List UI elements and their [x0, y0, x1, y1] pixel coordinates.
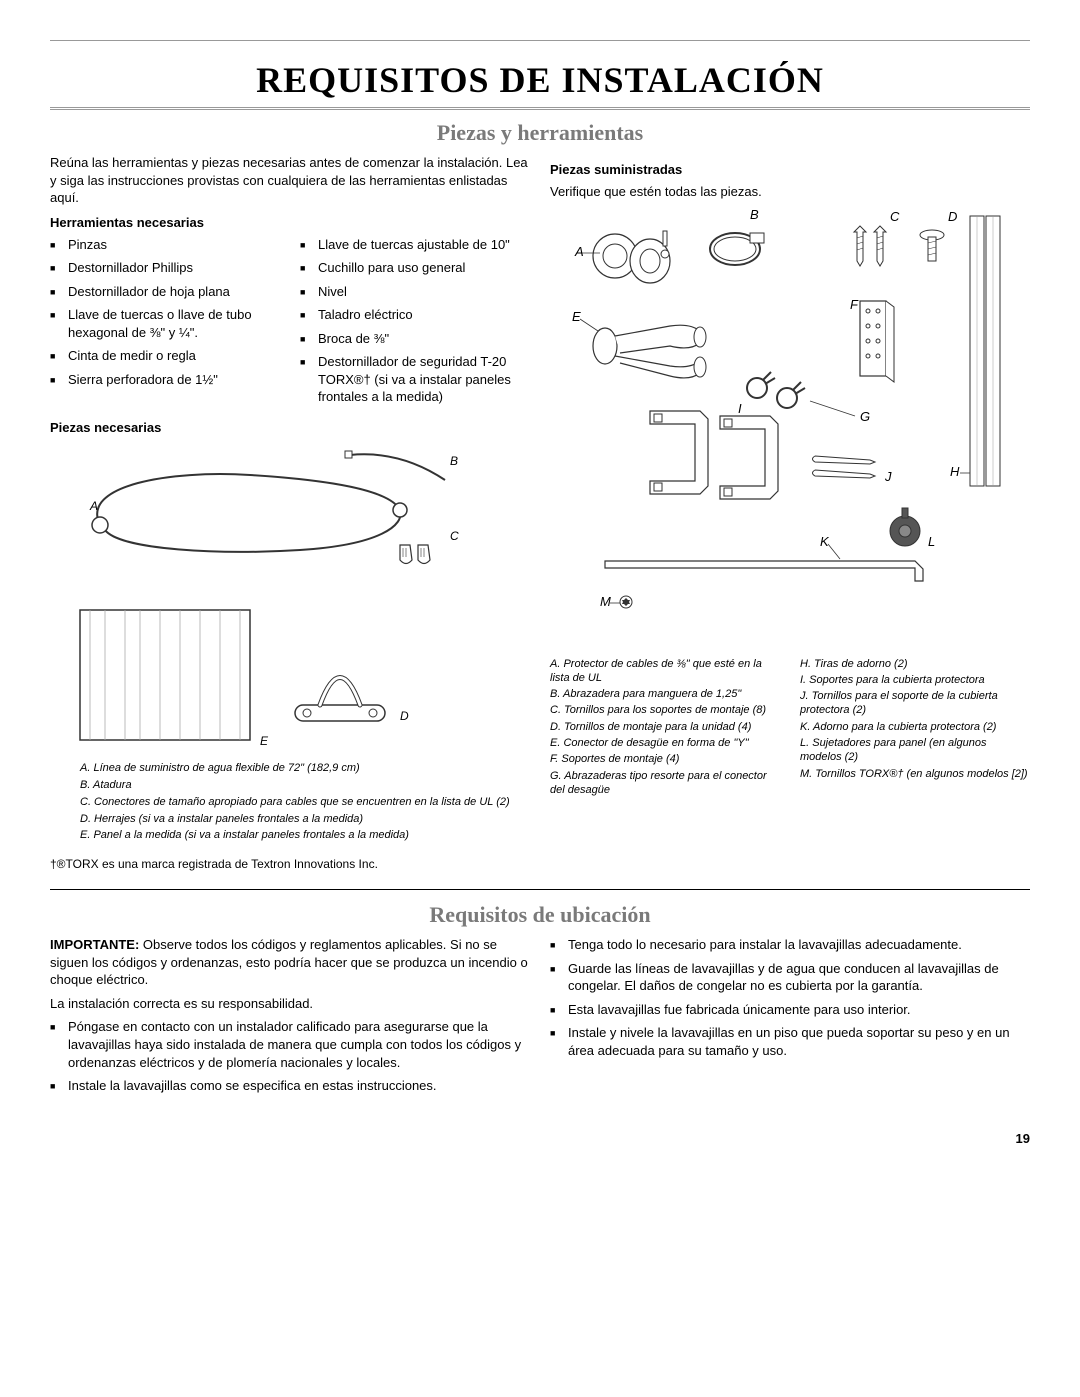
legend-item: H. Tiras de adorno (2) [800, 657, 1030, 671]
torx-footnote: †®TORX es una marca registrada de Textro… [50, 857, 530, 871]
supplied-diagram: A B [550, 201, 1030, 651]
tool-item: Cinta de medir o regla [68, 347, 280, 365]
needed-diagram: A B C [50, 445, 530, 755]
legend-item: F. Soportes de montaje (4) [550, 752, 780, 766]
supplied-legend: A. Protector de cables de ⅜" que esté en… [550, 657, 1030, 800]
tool-item: Cuchillo para uso general [318, 259, 530, 277]
legend-item: B. Atadura [80, 778, 530, 793]
tool-item: Pinzas [68, 236, 280, 254]
list-item: Guarde las líneas de lavavajillas y de a… [568, 960, 1030, 995]
svg-text:L: L [928, 534, 935, 549]
svg-text:K: K [820, 534, 830, 549]
needed-diagram-svg: A B C [50, 445, 530, 755]
svg-text:D: D [948, 209, 957, 224]
svg-text:E: E [260, 734, 269, 748]
section2-title: Requisitos de ubicación [50, 902, 1030, 928]
tool-item: Llave de tuercas o llave de tubo hexagon… [68, 306, 280, 341]
svg-text:E: E [572, 309, 581, 324]
legend-item: D. Tornillos de montaje para la unidad (… [550, 720, 780, 734]
section2-columns: IMPORTANTE: Observe todos los códigos y … [50, 936, 1030, 1100]
legend-item: L. Sujetadores para panel (en algunos mo… [800, 736, 1030, 765]
legend-item: A. Línea de suministro de agua flexible … [80, 761, 530, 776]
section2-left: IMPORTANTE: Observe todos los códigos y … [50, 936, 530, 1100]
svg-text:G: G [860, 409, 870, 424]
tool-item: Broca de ⅜" [318, 330, 530, 348]
needed-heading: Piezas necesarias [50, 420, 530, 435]
legend-item: E. Conector de desagüe en forma de "Y" [550, 736, 780, 750]
page-number: 19 [50, 1131, 1030, 1146]
legend-item: E. Panel a la medida (si va a instalar p… [80, 828, 530, 843]
legend-item: G. Abrazaderas tipo resorte para el cone… [550, 769, 780, 798]
tool-item: Destornillador Phillips [68, 259, 280, 277]
tools-list-2: Llave de tuercas ajustable de 10" Cuchil… [300, 236, 530, 412]
tool-item: Llave de tuercas ajustable de 10" [318, 236, 530, 254]
svg-text:I: I [738, 401, 742, 416]
section2-right: Tenga todo lo necesario para instalar la… [550, 936, 1030, 1100]
legend-item: D. Herrajes (si va a instalar paneles fr… [80, 812, 530, 827]
svg-text:C: C [890, 209, 900, 224]
list-item: Instale y nivele la lavavajillas en un p… [568, 1024, 1030, 1059]
legend-item: K. Adorno para la cubierta protectora (2… [800, 720, 1030, 734]
list-item: Instale la lavavajillas como se especifi… [68, 1077, 530, 1095]
rule-top [50, 40, 1030, 41]
tools-heading: Herramientas necesarias [50, 215, 530, 230]
supplied-intro: Verifique que estén todas las piezas. [550, 183, 1030, 201]
svg-text:M: M [600, 594, 611, 609]
importante-bold: IMPORTANTE: [50, 937, 139, 952]
supplied-legend-left: A. Protector de cables de ⅜" que esté en… [550, 657, 780, 800]
svg-text:A: A [89, 499, 98, 513]
svg-text:H: H [950, 464, 960, 479]
svg-text:B: B [450, 454, 458, 468]
legend-item: M. Tornillos TORX®† (en algunos modelos … [800, 767, 1030, 781]
svg-text:F: F [850, 297, 859, 312]
tool-item: Taladro eléctrico [318, 306, 530, 324]
svg-text:D: D [400, 709, 409, 723]
legend-item: A. Protector de cables de ⅜" que esté en… [550, 657, 780, 686]
section1-title: Piezas y herramientas [50, 120, 1030, 146]
list-item: Esta lavavajillas fue fabricada únicamen… [568, 1001, 1030, 1019]
tools-columns: Pinzas Destornillador Phillips Destornil… [50, 236, 530, 412]
supplied-heading: Piezas suministradas [550, 162, 1030, 177]
legend-item: B. Abrazadera para manguera de 1,25" [550, 687, 780, 701]
list-item: Tenga todo lo necesario para instalar la… [568, 936, 1030, 954]
section2-right-list: Tenga todo lo necesario para instalar la… [550, 936, 1030, 1059]
tool-item: Destornillador de hoja plana [68, 283, 280, 301]
legend-item: C. Tornillos para los soportes de montaj… [550, 703, 780, 717]
list-item: Póngase en contacto con un instalador ca… [68, 1018, 530, 1071]
tool-item: Sierra perforadora de 1½" [68, 371, 280, 389]
importante-para: IMPORTANTE: Observe todos los códigos y … [50, 936, 530, 989]
main-title: REQUISITOS DE INSTALACIÓN [50, 53, 1030, 107]
tool-item: Nivel [318, 283, 530, 301]
responsibility-text: La instalación correcta es su responsabi… [50, 995, 530, 1013]
tool-item: Destornillador de seguridad T-20 TORX®† … [318, 353, 530, 406]
section2-left-list: Póngase en contacto con un instalador ca… [50, 1018, 530, 1094]
svg-text:C: C [450, 529, 459, 543]
section-divider [50, 889, 1030, 890]
right-column: Piezas suministradas Verifique que estén… [550, 154, 1030, 871]
legend-item: I. Soportes para la cubierta protectora [800, 673, 1030, 687]
section1-columns: Reúna las herramientas y piezas necesari… [50, 154, 1030, 871]
needed-legend: A. Línea de suministro de agua flexible … [50, 761, 530, 843]
supplied-legend-right: H. Tiras de adorno (2) I. Soportes para … [800, 657, 1030, 800]
intro-text: Reúna las herramientas y piezas necesari… [50, 154, 530, 207]
svg-text:B: B [750, 207, 759, 222]
tools-list-1: Pinzas Destornillador Phillips Destornil… [50, 236, 280, 412]
svg-text:A: A [574, 244, 584, 259]
left-column: Reúna las herramientas y piezas necesari… [50, 154, 530, 871]
rule-under-title [50, 107, 1030, 110]
supplied-diagram-svg: A B [550, 201, 1030, 651]
legend-item: J. Tornillos para el soporte de la cubie… [800, 689, 1030, 718]
legend-item: C. Conectores de tamaño apropiado para c… [80, 795, 530, 810]
svg-text:J: J [884, 469, 892, 484]
